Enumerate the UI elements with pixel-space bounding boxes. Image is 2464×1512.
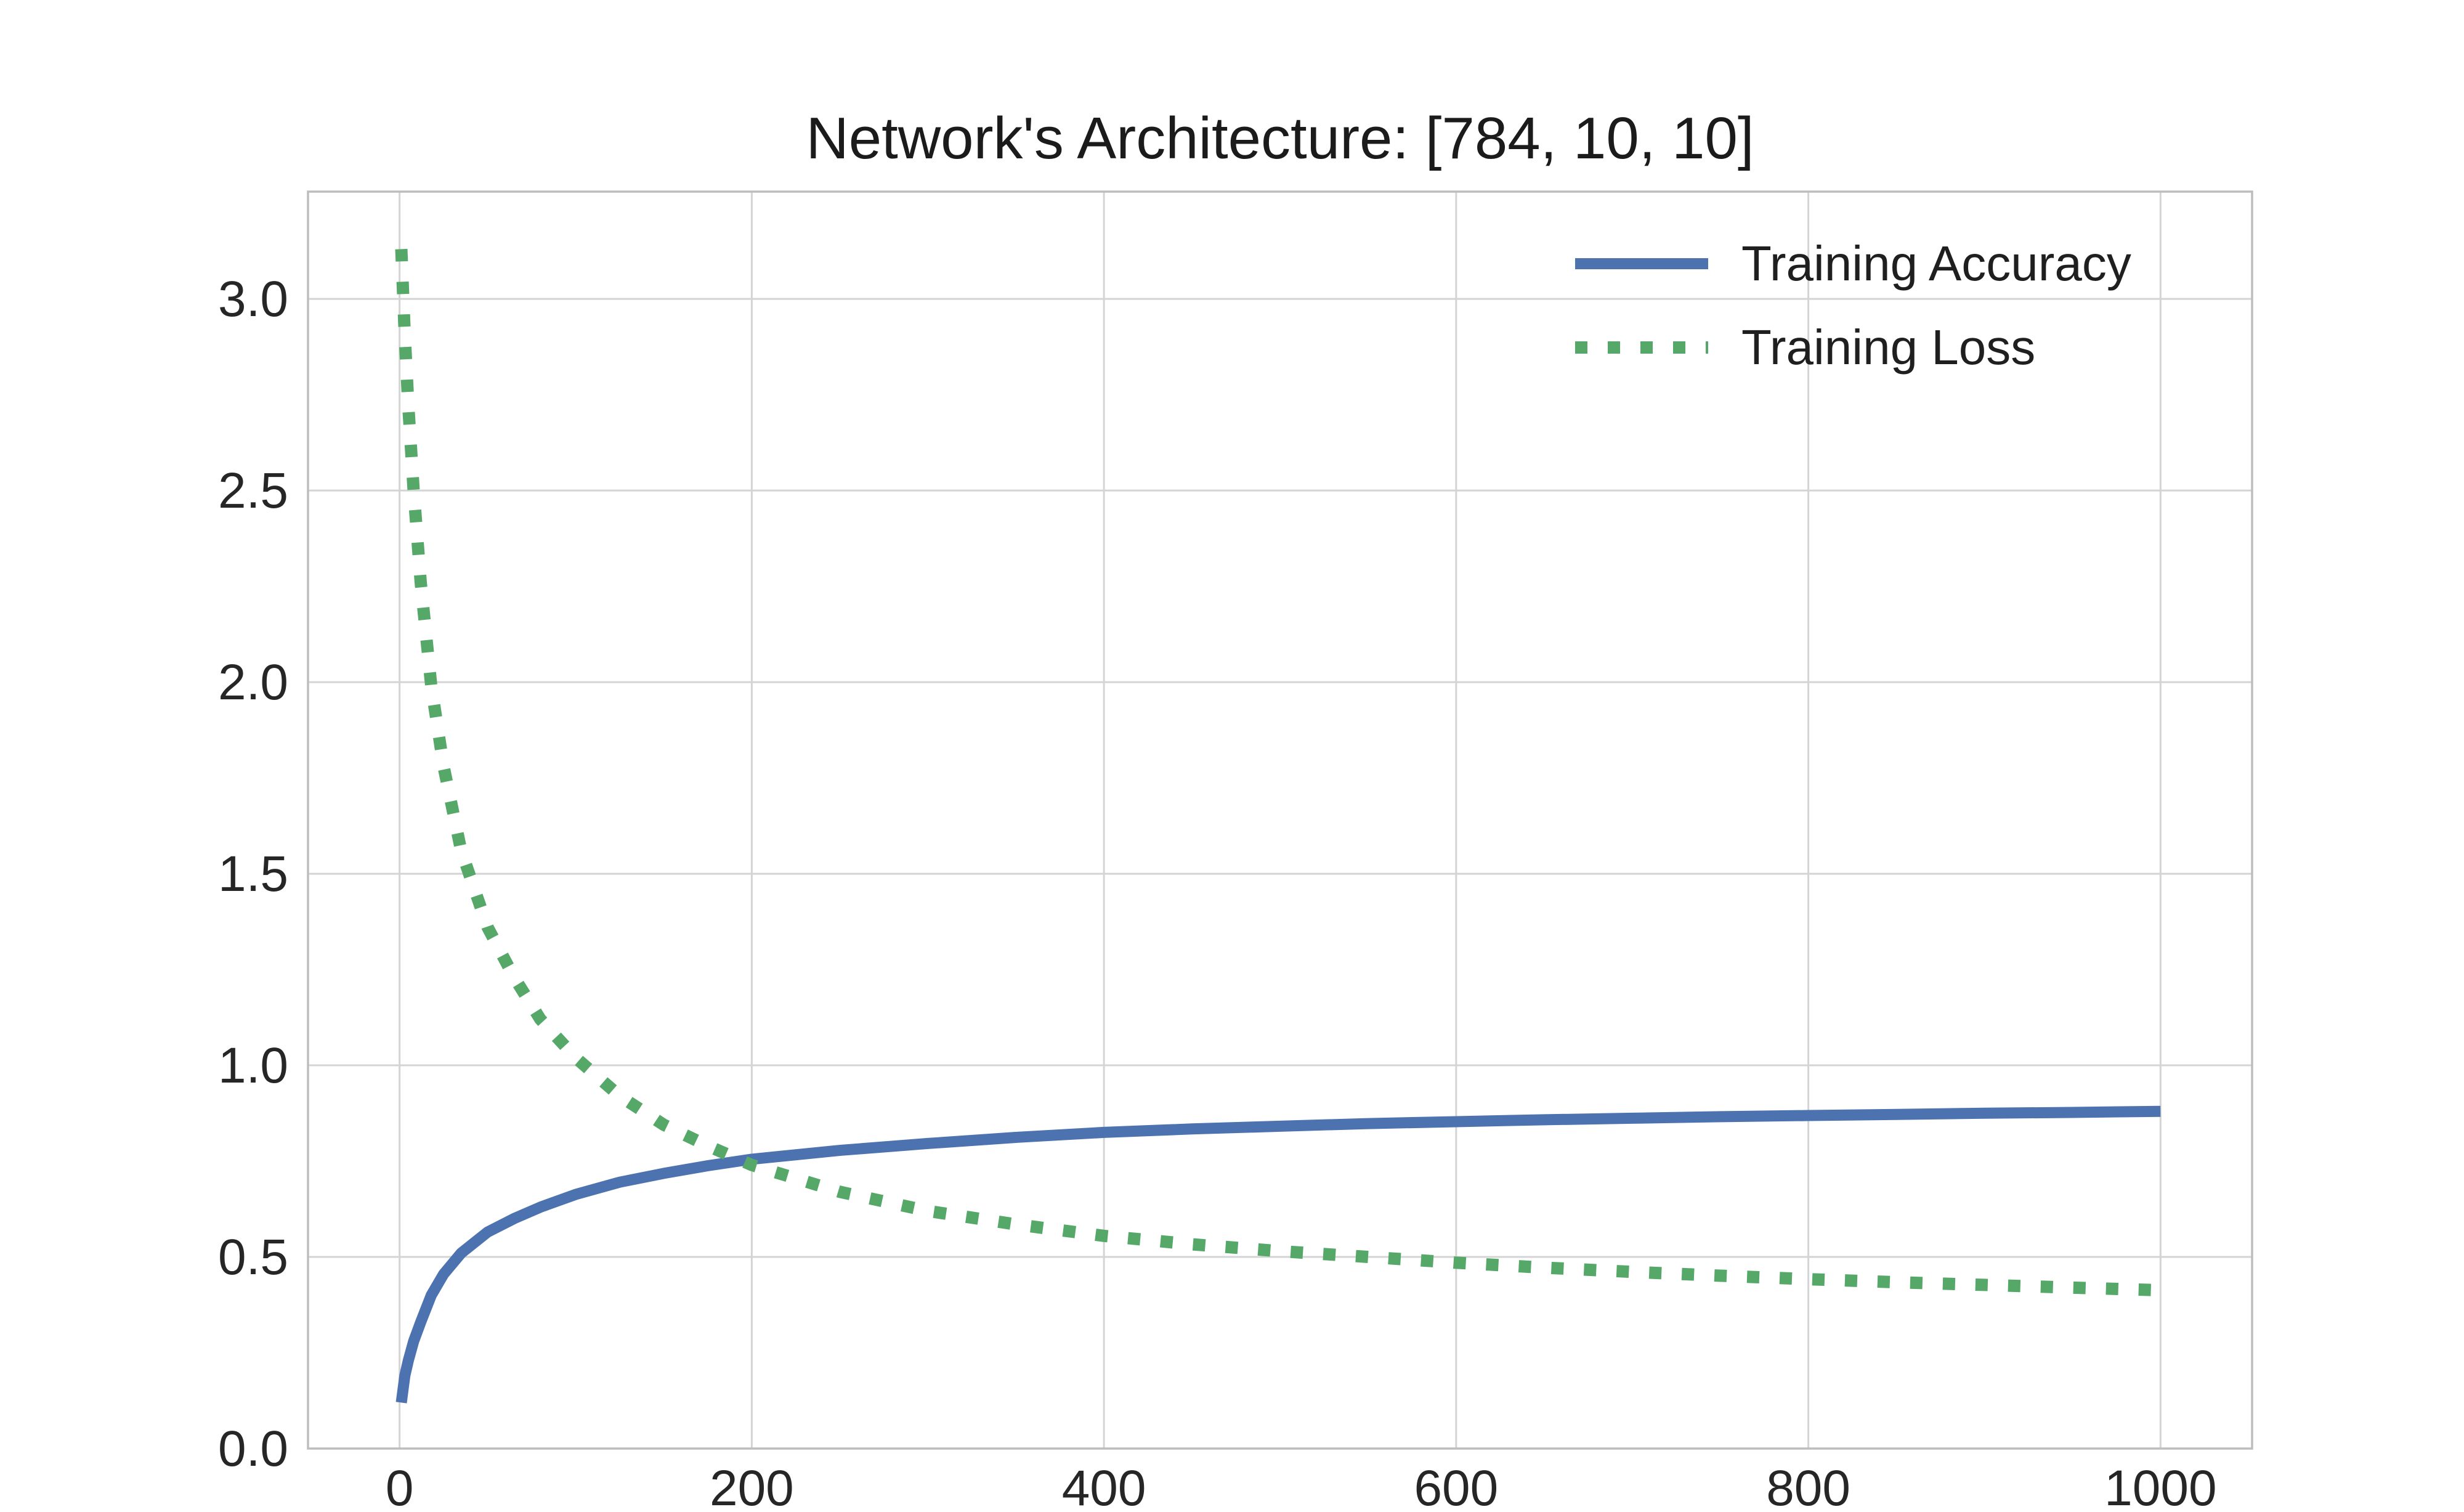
- legend: Training Accuracy Training Loss: [1574, 235, 2131, 376]
- x-tick-label: 0: [386, 1460, 414, 1512]
- y-tick-label: 0.5: [218, 1229, 288, 1285]
- accuracy-line-sample-icon: [1575, 258, 1708, 269]
- loss-line-sample-icon: [1575, 341, 1708, 354]
- y-tick-label: 1.0: [218, 1038, 288, 1094]
- chart-title: Network's Architecture: [784, 10, 10]: [806, 105, 1754, 171]
- legend-item-training-accuracy: Training Accuracy: [1574, 235, 2131, 292]
- plot-border: [307, 190, 2253, 1450]
- legend-label-training-loss: Training Loss: [1741, 320, 2036, 375]
- x-tick-label: 400: [1062, 1460, 1146, 1512]
- y-tick-label: 0.0: [218, 1421, 288, 1477]
- x-tick-label: 800: [1766, 1460, 1850, 1512]
- training-loss-line: [395, 248, 2161, 1297]
- y-tick-label: 3.0: [218, 271, 288, 327]
- legend-item-training-loss: Training Loss: [1574, 319, 2131, 376]
- x-tick-label: 1000: [2104, 1460, 2216, 1512]
- y-tick-label: 2.5: [218, 463, 288, 519]
- training-accuracy-line: [395, 1105, 2161, 1404]
- y-tick-label: 2.0: [218, 654, 288, 710]
- x-tick-label: 200: [710, 1460, 794, 1512]
- y-tick-label: 1.5: [218, 846, 288, 902]
- legend-label-training-accuracy: Training Accuracy: [1741, 236, 2131, 291]
- x-tick-label: 600: [1414, 1460, 1498, 1512]
